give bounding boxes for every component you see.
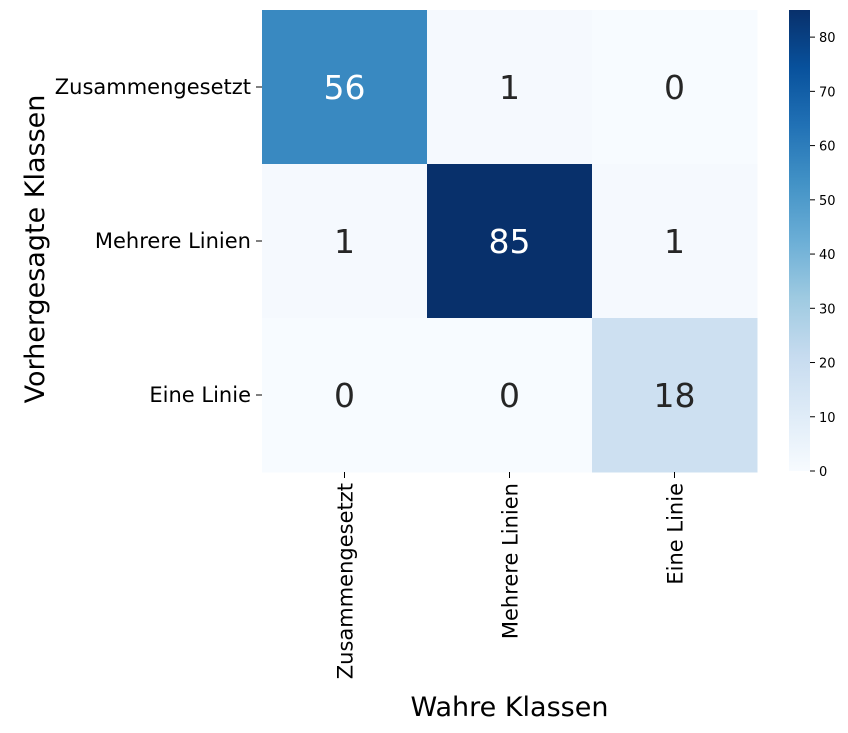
colorbar: 0 10 20 30 40 50 60 70 80 <box>789 10 836 480</box>
colorbar-tick-label: 40 <box>819 248 836 263</box>
cell-value-label: 0 <box>334 376 355 415</box>
colorbar-tick-label: 60 <box>819 140 836 155</box>
colorbar-tick-label: 80 <box>819 31 836 46</box>
colorbar-tick-label: 70 <box>819 85 836 100</box>
y-tick-label: Mehrere Linien <box>95 229 251 253</box>
x-tick-label: Mehrere Linien <box>499 483 523 639</box>
heatmap-cell-labels: 56 1 0 1 85 1 0 0 18 <box>324 68 696 415</box>
heatmap-cells <box>262 10 758 473</box>
cell-value-label: 0 <box>664 68 685 107</box>
y-tick-label: Eine Linie <box>149 383 251 407</box>
cell-value-label: 56 <box>324 68 366 107</box>
heatmap-cell <box>592 318 758 473</box>
cell-value-label: 1 <box>334 222 355 261</box>
heatmap-cell <box>262 164 428 319</box>
colorbar-tick-label: 20 <box>819 357 836 372</box>
y-tick-label: Zusammengesetzt <box>55 75 251 99</box>
heatmap-cell <box>262 10 428 165</box>
cell-value-label: 1 <box>664 222 685 261</box>
colorbar-gradient <box>789 10 810 471</box>
heatmap-cell <box>427 318 593 473</box>
heatmap-cell <box>427 164 593 319</box>
heatmap-cell <box>427 10 593 165</box>
cell-value-label: 1 <box>499 68 520 107</box>
cell-value-label: 18 <box>654 376 696 415</box>
colorbar-ticks: 0 10 20 30 40 50 60 70 80 <box>810 31 836 480</box>
heatmap-cell <box>262 318 428 473</box>
x-tick-label: Zusammengesetzt <box>334 483 358 679</box>
y-axis-ticks: Zusammengesetzt Mehrere Linien Eine Linie <box>55 75 262 407</box>
x-axis-title: Wahre Klassen <box>411 692 609 723</box>
y-axis-title: Vorhergesagte Klassen <box>20 95 51 404</box>
x-axis-ticks: Zusammengesetzt Mehrere Linien Eine Linie <box>334 472 688 679</box>
colorbar-tick-label: 0 <box>819 465 827 480</box>
cell-value-label: 0 <box>499 376 520 415</box>
heatmap-cell <box>592 164 758 319</box>
colorbar-tick-label: 10 <box>819 411 836 426</box>
cell-value-label: 85 <box>489 222 531 261</box>
colorbar-tick-label: 50 <box>819 194 836 209</box>
colorbar-tick-label: 30 <box>819 302 836 317</box>
heatmap-cell <box>592 10 758 165</box>
x-tick-label: Eine Linie <box>664 483 688 585</box>
